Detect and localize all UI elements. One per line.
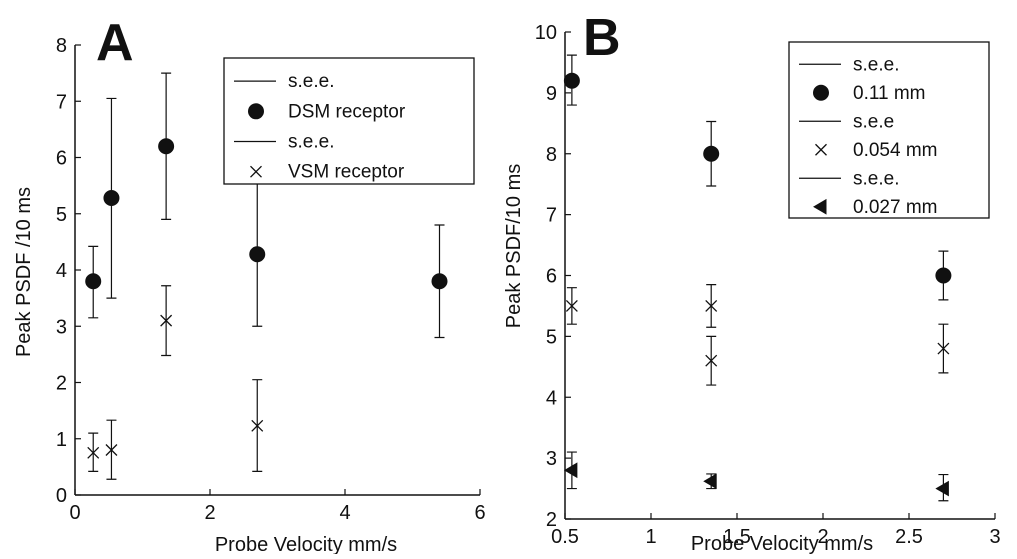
panel-b-y-axis-label: Peak PSDF/10 ms (503, 164, 525, 329)
panel-b-x-tick-label: 2.5 (895, 526, 923, 548)
panel-a-data-point (431, 273, 448, 290)
panel-b-data-point (705, 354, 718, 367)
panel-b-legend-label: s.e.e. (853, 54, 899, 75)
panel-a-y-axis-label: Peak PSDF /10 ms (13, 187, 35, 357)
panel-a-data-point (249, 246, 266, 263)
panel-a-y-tick-label: 8 (56, 35, 67, 57)
panel-b-x-tick-label: 1 (645, 526, 656, 548)
panel-a-legend-label: s.e.e. (288, 132, 334, 153)
panel-a-legend-label: DSM receptor (288, 101, 406, 122)
panel-a-y-tick-label: 2 (56, 373, 67, 395)
panel-b-x-axis-label: Probe Velocity mm/s (691, 533, 873, 554)
panel-b-data-point (705, 299, 718, 312)
panel-a-x-axis-label: Probe Velocity mm/s (215, 534, 397, 554)
panel-b-y-tick-label: 10 (535, 22, 557, 44)
panel-b-y-tick-label: 7 (546, 205, 557, 227)
panel-b-legend-label: 0.11 mm (853, 83, 926, 104)
panel-b-data-point (563, 72, 580, 89)
panel-b-x-tick-label: 3 (989, 526, 1000, 548)
panel-b-y-tick-label: 8 (546, 144, 557, 166)
panel-b-y-tick-label: 5 (546, 326, 557, 348)
panel-a-data-point (160, 314, 173, 327)
panel-b-legend-label: s.e.e. (853, 168, 899, 189)
panel-a-x-tick-label: 6 (474, 502, 485, 524)
panel-a-x-tick-label: 2 (204, 502, 215, 524)
panel-b-legend-marker-symbol (813, 84, 829, 101)
panel-b-series-0 (563, 54, 952, 301)
panel-b-legend-label: 0.054 mm (853, 140, 937, 161)
panel-b-x-tick-label: 0.5 (551, 526, 579, 548)
panel-a-data-point (105, 444, 118, 456)
panel-a-y-tick-label: 3 (56, 316, 67, 338)
panel-a-data-point (251, 419, 264, 432)
panel-b-legend-label: s.e.e (853, 111, 894, 132)
panel-a-y-tick-label: 0 (56, 485, 67, 507)
panel-a-series-1 (87, 285, 264, 480)
panel-a-series-0 (85, 72, 448, 339)
panel-b-y-tick-label: 9 (546, 83, 557, 105)
panel-b-series-2 (563, 451, 949, 502)
panel-b-legend-marker-symbol (813, 198, 827, 215)
panel-a-y-tick-label: 5 (56, 204, 67, 226)
panel-b-legend-box (788, 41, 990, 219)
panel-b-data-point (935, 267, 952, 284)
panel-b-legend-label: 0.027 mm (853, 197, 937, 218)
panel-a-legend-marker-symbol (248, 103, 264, 120)
chart-panel-b: B Probe Velocity mm/s Peak PSDF/10 ms 0.… (503, 9, 1001, 555)
panel-a-y-tick-label: 6 (56, 148, 67, 170)
chart-panel-a: A Probe Velocity mm/s Peak PSDF /10 ms 0… (13, 14, 486, 556)
panel-b-data-point (935, 480, 949, 497)
panel-a-y-tick-label: 7 (56, 91, 67, 113)
panel-a-legend: s.e.e. DSM receptor s.e.e. VSM receptor (223, 57, 475, 185)
panel-b-legend: s.e.e. 0.11 mm s.e.e 0.054 mm s.e.e. 0.027 mm (788, 41, 990, 219)
panel-a-legend-marker-symbol (250, 165, 262, 178)
panel-a-letter: A (96, 14, 134, 72)
panel-b-y-tick-label: 4 (546, 387, 557, 409)
panel-b-x-tick-label: 1.5 (723, 526, 751, 548)
panel-a-y-tick-label: 4 (56, 260, 67, 282)
panel-a-data-point (158, 138, 175, 155)
panel-a-x-tick-label: 4 (339, 502, 350, 524)
panel-b-y-tick-label: 2 (546, 509, 557, 531)
panel-b-y-tick-label: 6 (546, 266, 557, 288)
panel-b-data-point (703, 473, 717, 490)
panel-a-data-point (87, 446, 100, 459)
panel-b-data-point (563, 462, 578, 479)
panel-b-letter: B (583, 9, 621, 67)
panel-b-y-tick-label: 3 (546, 448, 557, 470)
panel-a-legend-label: s.e.e. (288, 71, 334, 92)
panel-b-legend-marker-symbol (815, 143, 827, 156)
panel-b-data-point (565, 299, 578, 312)
panel-a-data-point (85, 273, 102, 290)
panel-a-y-tick-label: 1 (56, 429, 67, 451)
panel-a-legend-box (223, 57, 475, 185)
panel-b-data-point (703, 145, 720, 162)
panel-b-data-point (937, 342, 950, 355)
panel-a-x-tick-label: 0 (69, 502, 80, 524)
panel-b-series-1 (565, 284, 950, 386)
panel-b-x-tick-label: 2 (817, 526, 828, 548)
panel-a-legend-label: VSM receptor (288, 162, 405, 183)
panel-a-data-point (103, 190, 120, 206)
